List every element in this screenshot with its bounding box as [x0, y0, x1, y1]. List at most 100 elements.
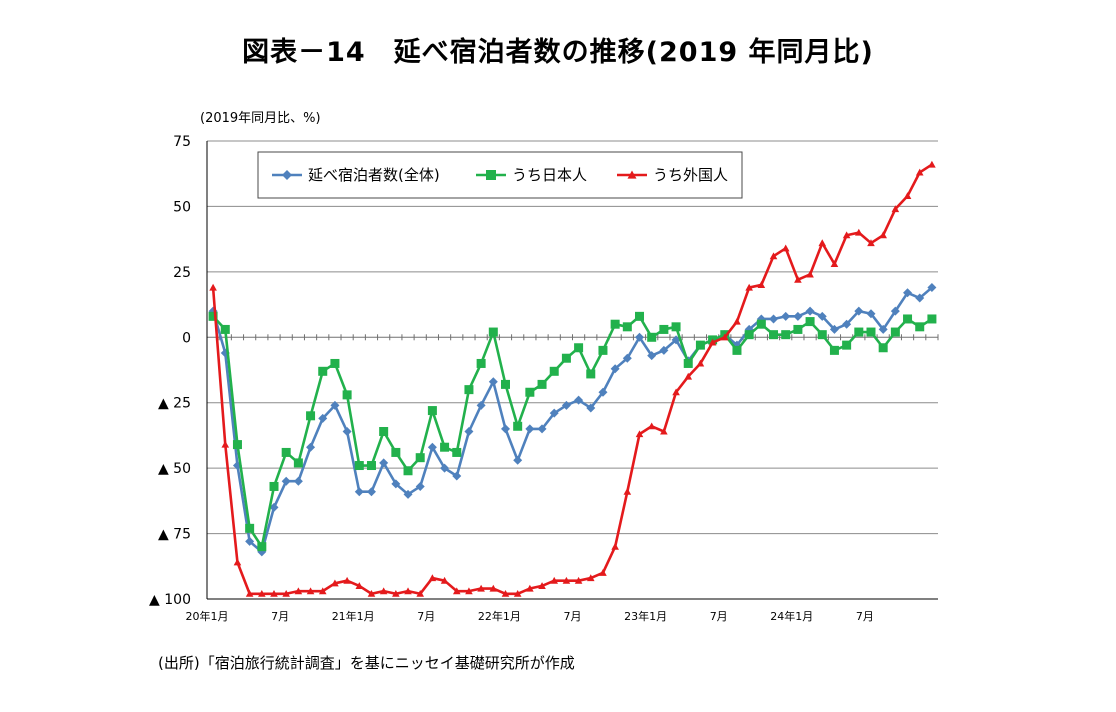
data-point: [476, 400, 486, 410]
y-tick-label: ▲ 75: [158, 527, 191, 543]
data-point: [477, 584, 485, 592]
data-point: [427, 406, 437, 416]
data-point: [647, 422, 656, 430]
data-point: [793, 324, 803, 334]
data-point: [586, 369, 596, 379]
data-point: [915, 168, 924, 176]
data-point: [829, 324, 839, 334]
data-point: [610, 364, 620, 374]
data-point: [342, 390, 352, 400]
data-point: [610, 319, 620, 329]
data-point: [270, 589, 278, 597]
data-point: [781, 244, 790, 252]
data-point: [732, 345, 742, 355]
data-point: [415, 481, 425, 491]
data-point: [330, 400, 340, 410]
data-point: [769, 252, 778, 260]
data-point: [927, 314, 937, 324]
series-3: [209, 160, 936, 597]
x-tick-label: 21年1月: [332, 609, 375, 623]
data-point: [537, 379, 547, 389]
data-point: [549, 408, 559, 418]
data-point: [854, 327, 864, 337]
data-point: [500, 424, 510, 434]
data-point: [878, 324, 888, 334]
data-point: [647, 351, 657, 361]
data-point: [672, 388, 680, 396]
data-point: [257, 542, 267, 552]
data-point: [465, 587, 473, 595]
data-point: [331, 579, 339, 587]
data-point: [720, 333, 729, 341]
data-point: [221, 440, 230, 448]
data-point: [354, 487, 364, 497]
data-point: [391, 479, 401, 489]
x-tick-label: 7月: [710, 610, 728, 623]
data-point: [367, 589, 376, 597]
data-point: [293, 476, 303, 486]
data-point: [562, 576, 571, 584]
data-point: [549, 366, 559, 376]
data-point: [404, 587, 412, 595]
data-point: [879, 231, 887, 239]
data-point: [488, 327, 498, 337]
data-point: [805, 306, 815, 316]
data-point: [513, 455, 523, 465]
data-point: [599, 569, 607, 576]
data-point: [683, 358, 693, 368]
data-point: [318, 413, 328, 423]
data-point: [281, 447, 291, 457]
data-point: [403, 489, 413, 499]
data-point: [598, 387, 608, 397]
data-point: [233, 558, 242, 566]
data-point: [391, 447, 401, 457]
x-axis: 20年1月 7月 21年1月 7月 22年1月 7月 23年1月 7月 24年1月 7月: [186, 598, 938, 623]
data-point: [232, 440, 242, 450]
data-point: [440, 463, 450, 473]
data-point: [245, 523, 255, 533]
series-2: [208, 311, 937, 552]
data-point: [745, 283, 753, 291]
data-point: [293, 458, 303, 468]
data-point: [489, 584, 498, 592]
data-point: [574, 395, 584, 405]
legend-marker: [282, 170, 292, 180]
data-point: [476, 358, 486, 368]
x-tick-label: 7月: [564, 610, 582, 623]
data-point: [366, 461, 376, 471]
data-point: [586, 574, 595, 582]
data-point: [744, 330, 754, 340]
y-tick-label: ▲ 25: [158, 396, 191, 412]
data-point: [598, 345, 608, 355]
legend-marker: [486, 170, 496, 180]
data-point: [318, 366, 328, 376]
data-point: [635, 430, 644, 438]
data-point: [537, 424, 547, 434]
data-point: [440, 442, 450, 452]
x-tick-label: 7月: [417, 610, 435, 623]
data-point: [781, 311, 791, 321]
data-point: [769, 330, 779, 340]
data-point: [708, 338, 717, 346]
source-note: (出所)「宿泊旅行統計調査」を基にニッセイ基礎研究所が作成: [158, 654, 575, 672]
data-point: [890, 306, 900, 316]
plot-area: [207, 141, 938, 599]
data-point: [842, 231, 851, 239]
data-point: [927, 283, 937, 293]
x-tick-label: 24年1月: [770, 609, 813, 623]
x-tick-label: 20年1月: [186, 609, 229, 623]
data-point: [306, 442, 316, 452]
data-point: [306, 587, 315, 595]
data-point: [403, 466, 413, 476]
data-point: [574, 343, 584, 353]
legend-label: うち外国人: [653, 166, 728, 184]
data-point: [805, 317, 815, 327]
data-point: [622, 353, 632, 363]
data-point: [695, 340, 705, 350]
data-point: [769, 314, 779, 324]
data-point: [330, 358, 340, 368]
chart-title: 図表－14 延べ宿泊者数の推移(2019 年同月比): [242, 37, 874, 68]
data-point: [903, 192, 912, 199]
y-axis: 75 50 25 0 ▲ 25 ▲ 50 ▲ 75 ▲ 100: [149, 134, 208, 608]
